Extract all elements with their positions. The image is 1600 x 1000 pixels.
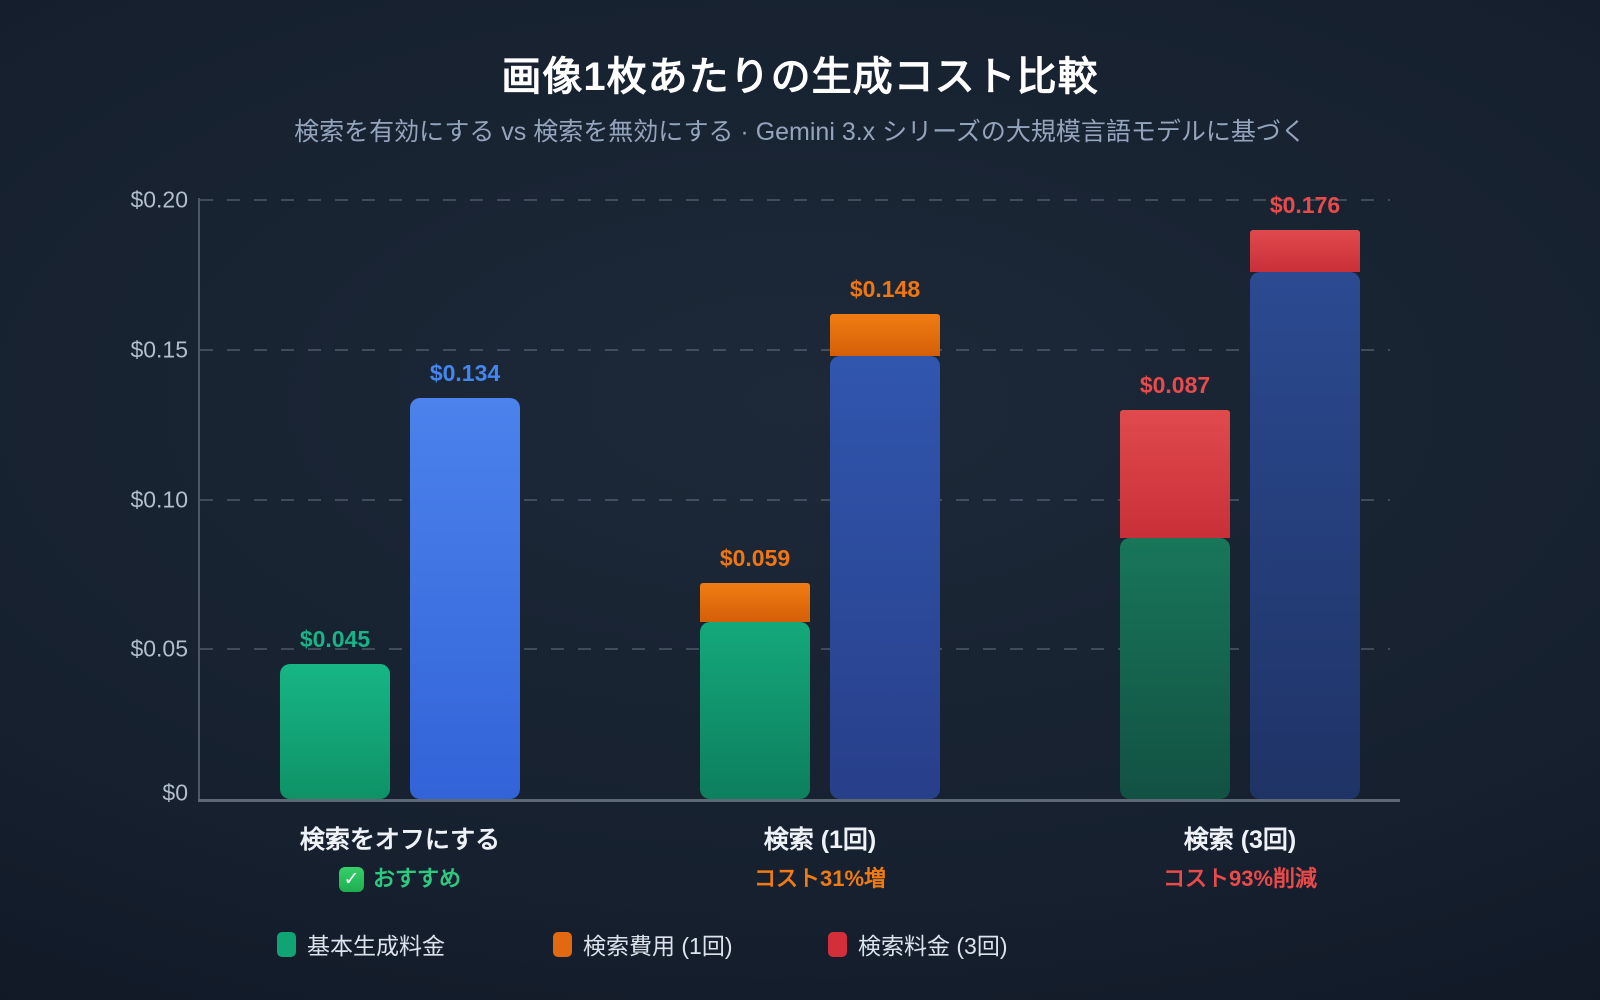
y-axis-tick-label: $0.05 [130,635,188,662]
legend-item: 基本生成料金 [277,927,445,961]
legend-swatch-icon [277,931,296,957]
chart-subtitle: 検索を有効にする vs 検索を無効にする · Gemini 3.x シリーズの大… [294,118,1306,146]
gridline-0.10 [200,498,1390,501]
legend-item: 検索費用 (1回) [553,927,733,961]
group-caption: コスト93%削減 [1163,866,1317,892]
bar-segment-検索料金 (3回) [1120,409,1230,539]
x-axis-group-label: 検索 (1回) [763,826,877,854]
bar-value-label: $0.045 [299,626,371,653]
check-icon: ✓ [338,866,364,892]
chart-title: 画像1枚あたりの生成コスト比較 [501,55,1099,99]
bar-segment-基本生成料金 [1120,538,1230,799]
x-axis-group-label: 検索 (3回) [1183,826,1297,854]
bar-value-label: $0.087 [1139,371,1211,398]
gridline-0.20 [200,199,1390,201]
group-caption-text: おすすめ [372,866,462,891]
y-axis-tick-label: $0 [162,779,188,806]
bar-value-label: $0.176 [1269,191,1341,218]
bar-value-label: $0.134 [429,359,501,386]
y-axis-tick-label: $0.10 [130,486,188,512]
legend-label: 検索費用 (1回) [583,933,733,959]
legend-item: 検索料金 (3回) [828,927,1008,961]
bar-segment-基本生成料金 [700,622,810,799]
group-caption-text: コスト93%削減 [1162,866,1318,891]
legend-label: 検索料金 (3回) [858,933,1008,959]
x-axis-group-label: 検索をオフにする [299,826,501,854]
bar-value-label: $0.148 [849,275,921,302]
x-axis-line [198,799,1400,802]
bar-value-label: $0.059 [719,545,791,572]
y-axis-line [198,198,200,801]
bar-segment-基本生成料金 [410,397,520,799]
y-axis-tick-label: $0.15 [130,336,188,363]
bar-segment-検索費用 (1回) [830,313,940,356]
gridline-0.15 [200,348,1390,351]
group-caption-text: コスト31%増 [753,866,887,891]
bar-segment-基本生成料金 [280,664,390,799]
bar-segment-検索料金 (3回) [1250,229,1360,272]
legend-label: 基本生成料金 [307,933,445,959]
legend-swatch-icon [828,931,847,957]
group-caption: コスト31%増 [754,866,886,892]
group-caption: ✓ おすすめ [338,866,462,892]
legend-swatch-icon [553,931,572,957]
bar-segment-検索費用 (1回) [700,583,810,623]
y-axis-tick-label: $0.20 [130,186,188,213]
bar-segment-基本生成料金 [1250,271,1360,799]
bar-segment-基本生成料金 [830,355,940,799]
